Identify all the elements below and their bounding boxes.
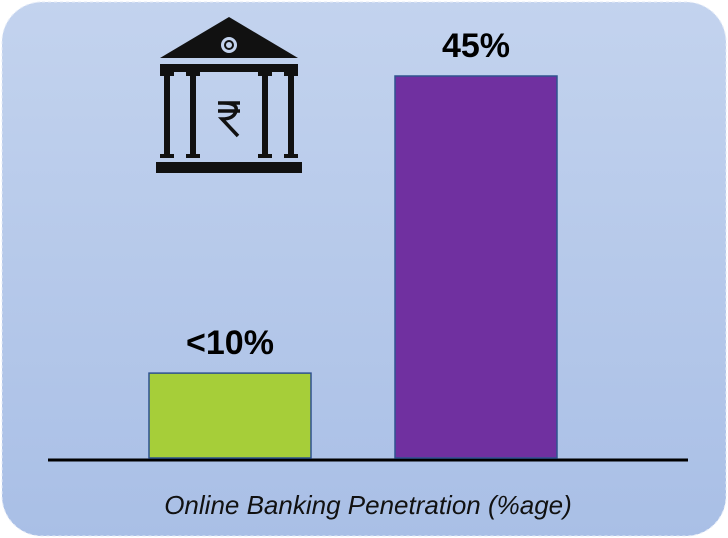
data-label: 45% — [442, 27, 510, 65]
bar — [394, 75, 558, 459]
x-axis-label: Online Banking Penetration (%age) — [164, 490, 572, 520]
bank-icon — [156, 17, 302, 173]
data-label: <10% — [186, 324, 274, 362]
bar — [148, 372, 312, 459]
